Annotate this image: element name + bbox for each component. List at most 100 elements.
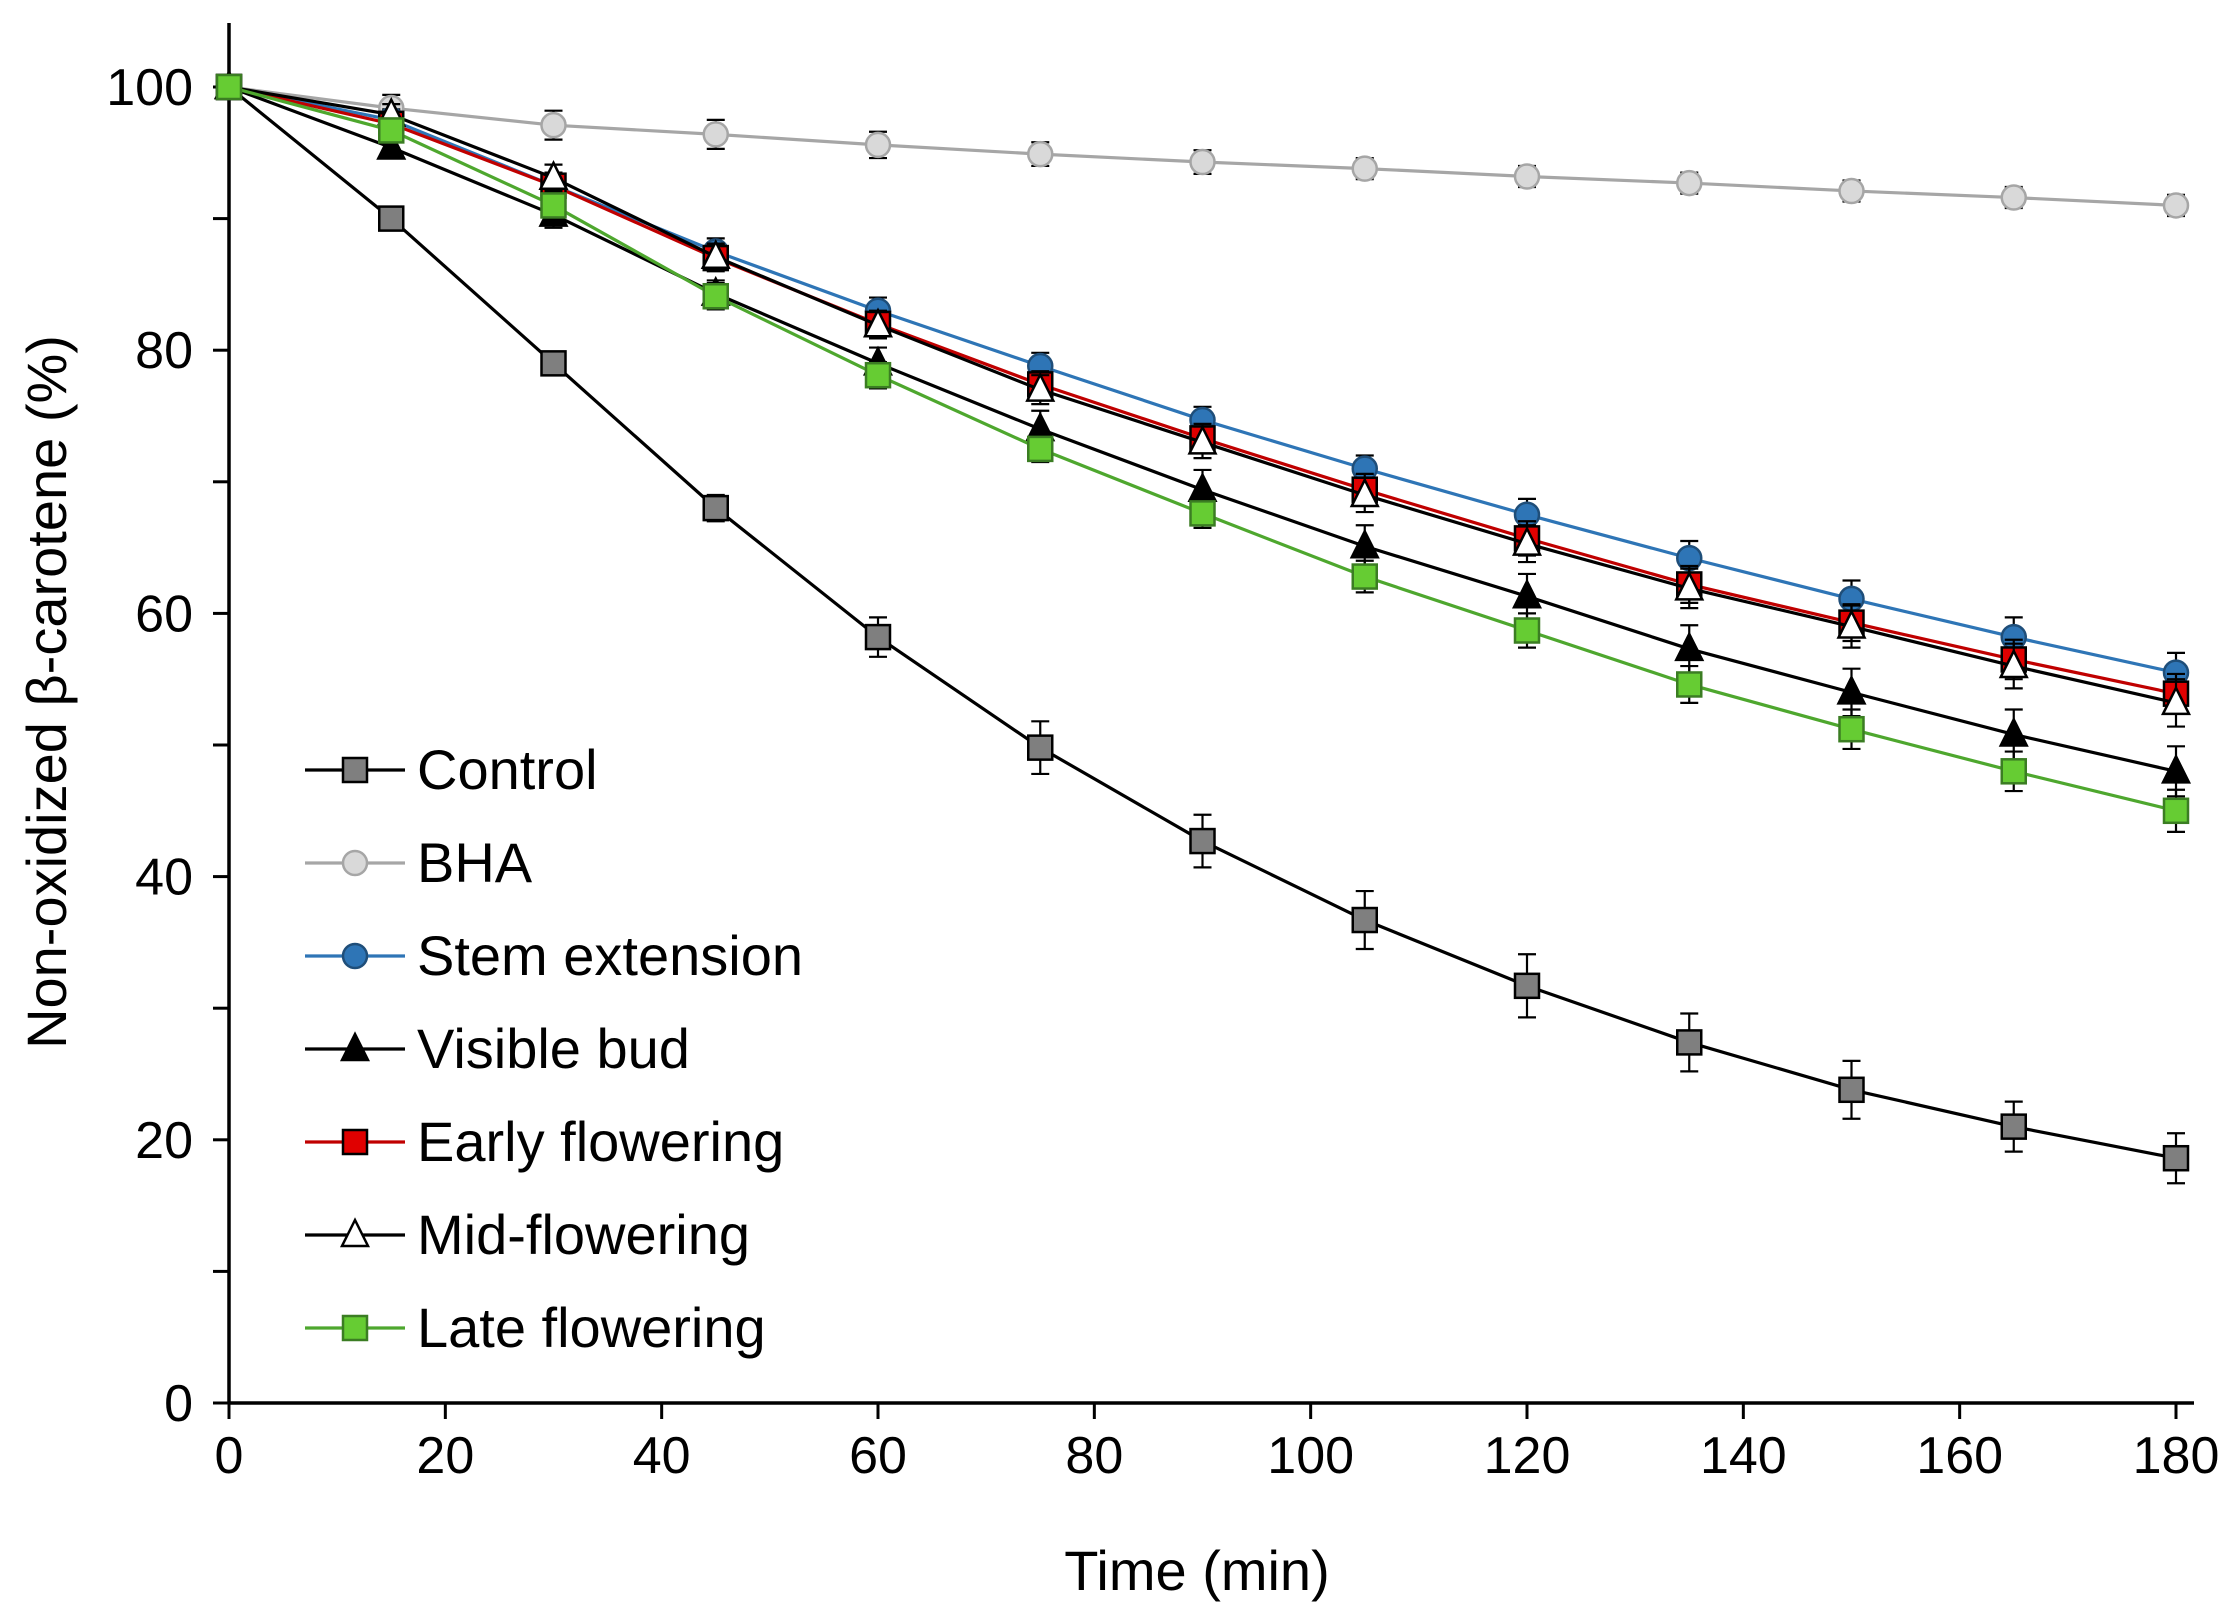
x-tick-label: 100 — [1267, 1427, 1354, 1485]
series-late-flowering — [215, 73, 2190, 833]
legend-marker — [341, 942, 369, 970]
data-point-mid-flowering — [1349, 477, 1380, 508]
data-point-visible-bud — [1349, 528, 1380, 559]
series-bha — [215, 73, 2190, 219]
data-point-visible-bud — [1998, 716, 2029, 747]
data-point-mid-flowering — [538, 160, 569, 191]
data-point-visible-bud — [376, 129, 407, 160]
data-point-bha — [2000, 184, 2027, 211]
legend-marker — [339, 1031, 371, 1062]
data-point-control — [1351, 906, 1378, 934]
legend-item-visible-bud: Visible bud — [305, 1017, 690, 1080]
legend-item-mid-flowering: Mid-flowering — [305, 1203, 750, 1266]
legend-label: Late flowering — [417, 1296, 766, 1359]
data-point-bha — [540, 111, 567, 139]
x-tick-label: 20 — [416, 1427, 474, 1485]
data-point-late-flowering — [540, 192, 567, 219]
y-tick-label: 40 — [135, 849, 193, 907]
legend-item-bha: BHA — [305, 831, 533, 894]
data-point-mid-flowering — [700, 238, 731, 270]
data-point-mid-flowering — [2160, 685, 2192, 716]
data-point-late-flowering — [1676, 671, 1703, 698]
axes — [227, 23, 2194, 1405]
tick-labels: 0 20 40 60 80 100 120 140 160 180 0 20 40 60 80 100 — [106, 59, 2219, 1485]
x-tick-label: 120 — [1484, 1427, 1571, 1485]
series-line-mid-flowering — [228, 85, 2177, 705]
data-point-late-flowering — [2000, 758, 2027, 785]
legend-marker — [341, 1314, 369, 1342]
legend-marker — [341, 849, 369, 877]
series-mid-flowering — [213, 69, 2192, 728]
data-point-mid-flowering — [1836, 608, 1867, 639]
data-point-control — [1513, 972, 1541, 1000]
legend-label: BHA — [417, 831, 533, 894]
data-point-bha — [1351, 155, 1378, 182]
legend-marker — [341, 756, 369, 784]
data-point-control — [1189, 827, 1216, 855]
data-point-late-flowering — [215, 73, 243, 101]
series-control — [215, 73, 2190, 1185]
data-point-late-flowering — [1838, 715, 1865, 743]
data-point-late-flowering — [1027, 435, 1054, 463]
x-tick-label: 160 — [1916, 1427, 2003, 1485]
data-point-bha — [702, 121, 729, 148]
x-tick-label: 0 — [215, 1427, 244, 1485]
legend-marker — [339, 1217, 371, 1248]
data-point-late-flowering — [378, 117, 405, 144]
series-line-early-flowering — [228, 85, 2177, 696]
data-point-control — [1676, 1029, 1703, 1056]
data-point-bha — [864, 131, 892, 159]
plot-area — [213, 69, 2192, 1185]
y-tick-label: 0 — [164, 1375, 193, 1433]
data-point-control — [1838, 1076, 1865, 1104]
data-point-visible-bud — [1836, 674, 1867, 705]
data-point-mid-flowering — [1674, 570, 1705, 601]
legend-label: Early flowering — [417, 1110, 784, 1173]
data-point-late-flowering — [702, 282, 729, 310]
y-tick-label: 20 — [135, 1112, 193, 1170]
data-point-late-flowering — [864, 361, 892, 389]
data-point-control — [2000, 1113, 2027, 1140]
data-point-mid-flowering — [1511, 525, 1543, 556]
data-point-control — [1027, 734, 1054, 761]
legend-item-early-flowering: Early flowering — [305, 1110, 784, 1173]
legend-item-late-flowering: Late flowering — [305, 1296, 766, 1359]
data-point-control — [2162, 1144, 2190, 1172]
data-point-bha — [1027, 140, 1054, 168]
y-tick-label: 100 — [106, 59, 193, 117]
y-tick-label: 60 — [135, 585, 193, 643]
x-tick-label: 60 — [849, 1427, 907, 1485]
data-point-bha — [1838, 177, 1865, 205]
legend-item-control: Control — [305, 738, 598, 801]
x-tick-label: 40 — [633, 1427, 691, 1485]
data-point-visible-bud — [1674, 631, 1705, 662]
series-line-bha — [228, 85, 2177, 208]
data-point-bha — [1189, 148, 1216, 176]
data-point-control — [864, 623, 892, 651]
x-tick-label: 80 — [1065, 1427, 1123, 1485]
legend-marker — [341, 1128, 369, 1156]
data-point-bha — [1676, 169, 1703, 197]
data-point-bha — [2162, 192, 2190, 219]
data-point-control — [540, 350, 567, 377]
data-point-control — [702, 494, 729, 522]
data-point-late-flowering — [1189, 500, 1216, 527]
data-point-mid-flowering — [862, 307, 894, 338]
data-point-mid-flowering — [1025, 371, 1056, 402]
legend-item-stem-extension: Stem extension — [305, 924, 803, 987]
data-point-mid-flowering — [1187, 424, 1218, 455]
data-point-late-flowering — [1513, 617, 1541, 644]
legend-label: Mid-flowering — [417, 1203, 750, 1266]
y-tick-label: 80 — [135, 322, 193, 380]
y-axis-title: Non-oxidized β-carotene (%) — [15, 335, 78, 1049]
x-tick-label: 180 — [2133, 1427, 2220, 1485]
data-point-visible-bud — [1511, 578, 1543, 609]
data-point-visible-bud — [2160, 753, 2192, 784]
x-tick-label: 140 — [1700, 1427, 1787, 1485]
series-line-control — [227, 85, 2177, 1160]
legend-label: Visible bud — [417, 1017, 690, 1080]
data-point-late-flowering — [1351, 563, 1378, 590]
data-point-control — [378, 205, 405, 232]
data-point-late-flowering — [2162, 797, 2190, 825]
